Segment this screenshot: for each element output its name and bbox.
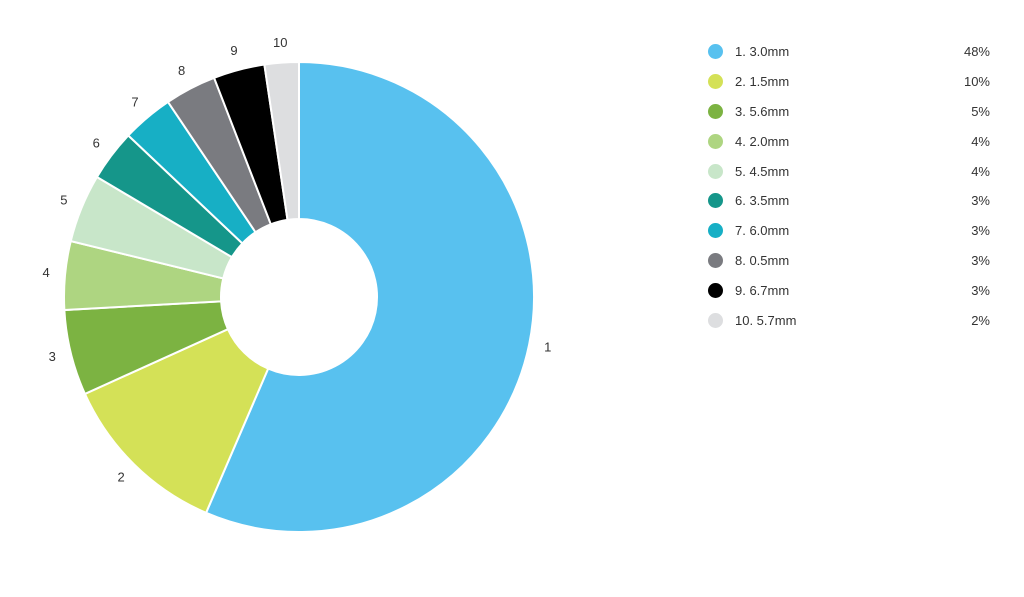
- slice-label-6: 6: [93, 135, 100, 150]
- legend-swatch: [708, 193, 723, 209]
- legend-label: 6. 3.5mm: [735, 193, 790, 209]
- legend-value: 10%: [963, 74, 990, 90]
- legend-label: 8. 0.5mm: [735, 252, 790, 268]
- legend-label: 1. 3.0mm: [735, 44, 790, 60]
- legend-label: 2. 1.5mm: [735, 74, 790, 90]
- donut-slice-1[interactable]: [204, 60, 535, 533]
- legend-item[interactable]: 8. 0.5mm 3%: [706, 246, 996, 276]
- legend-value: 2%: [971, 312, 990, 328]
- slice-labels-group: 1 2 3 4 5 6 7 8 9 10: [42, 35, 551, 485]
- donut-chart: 1 2 3 4 5 6 7 8 9 10: [42, 35, 551, 533]
- legend-value: 3%: [971, 223, 990, 239]
- legend-value: 3%: [971, 193, 990, 209]
- slice-label-5: 5: [60, 192, 67, 207]
- legend-swatch: [708, 223, 723, 239]
- slice-label-8: 8: [178, 63, 185, 78]
- legend-value: 5%: [971, 103, 990, 119]
- legend-label: 5. 4.5mm: [735, 163, 790, 179]
- slice-label-4: 4: [42, 265, 49, 280]
- legend-item[interactable]: 1. 3.0mm 48%: [706, 37, 996, 67]
- legend-swatch: [708, 163, 723, 179]
- legend-swatch: [708, 44, 723, 60]
- legend-swatch: [708, 252, 723, 268]
- legend-value: 3%: [971, 282, 990, 298]
- legend-item[interactable]: 10. 5.7mm 2%: [706, 305, 996, 335]
- legend-value: 4%: [971, 163, 990, 179]
- legend-item[interactable]: 3. 5.6mm 5%: [706, 97, 996, 127]
- legend-value: 4%: [971, 133, 990, 149]
- legend-swatch: [708, 133, 723, 149]
- slice-label-1: 1: [544, 340, 551, 355]
- slice-label-2: 2: [117, 470, 124, 485]
- donut-slice-2[interactable]: [83, 327, 270, 515]
- legend-item[interactable]: 7. 6.0mm 3%: [706, 216, 996, 246]
- legend-label: 3. 5.6mm: [735, 103, 790, 119]
- legend-item[interactable]: 6. 3.5mm 3%: [706, 186, 996, 216]
- legend-label: 7. 6.0mm: [735, 223, 790, 239]
- slice-label-7: 7: [131, 95, 138, 110]
- legend-swatch: [708, 282, 723, 298]
- legend-item[interactable]: 4. 2.0mm 4%: [706, 126, 996, 156]
- legend-swatch: [708, 312, 723, 328]
- legend-label: 9. 6.7mm: [735, 282, 790, 298]
- legend-swatch: [708, 103, 723, 119]
- legend-item[interactable]: 5. 4.5mm 4%: [706, 156, 996, 186]
- slice-label-3: 3: [49, 349, 56, 364]
- legend-item[interactable]: 9. 6.7mm 3%: [706, 275, 996, 305]
- slice-label-10: 10: [273, 35, 287, 50]
- chart-legend: 1. 3.0mm 48% 2. 1.5mm 10% 3. 5.6mm 5% 4.…: [706, 37, 996, 335]
- legend-swatch: [708, 74, 723, 90]
- slice-label-9: 9: [230, 43, 237, 58]
- legend-value: 48%: [963, 44, 990, 60]
- legend-value: 3%: [971, 252, 990, 268]
- legend-label: 10. 5.7mm: [735, 312, 797, 328]
- legend-label: 4. 2.0mm: [735, 133, 790, 149]
- donut-slice-10[interactable]: [263, 60, 300, 221]
- slices-group: [63, 60, 535, 533]
- donut-chart-svg: 1 2 3 4 5 6 7 8 9 10: [42, 35, 551, 533]
- legend-item[interactable]: 2. 1.5mm 10%: [706, 67, 996, 97]
